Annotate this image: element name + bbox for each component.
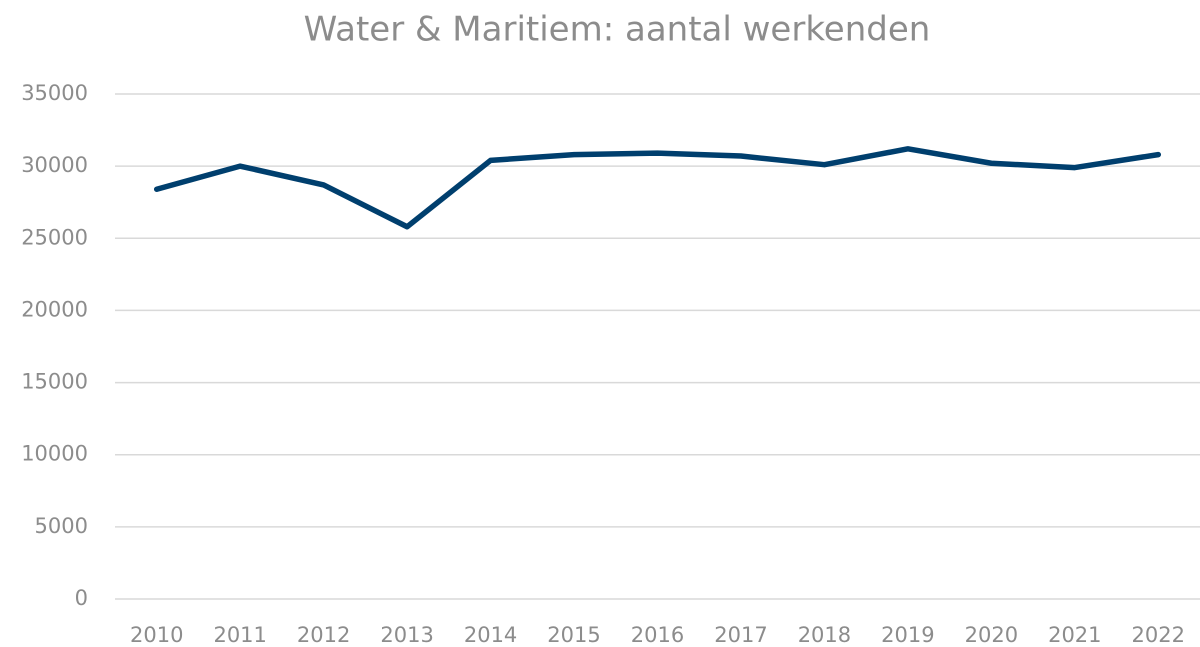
x-tick-label: 2018	[798, 623, 851, 647]
y-tick-label: 0	[75, 586, 88, 610]
y-tick-label: 20000	[21, 297, 88, 321]
x-tick-label: 2015	[547, 623, 600, 647]
x-tick-label: 2010	[130, 623, 183, 647]
x-tick-label: 2022	[1132, 623, 1185, 647]
y-tick-label: 5000	[35, 514, 88, 538]
x-tick-label: 2020	[965, 623, 1018, 647]
y-tick-label: 35000	[21, 81, 88, 105]
x-tick-label: 2017	[714, 623, 767, 647]
x-tick-label: 2011	[213, 623, 266, 647]
y-tick-label: 15000	[21, 370, 88, 394]
data-line	[153, 146, 1162, 230]
x-tick-label: 2016	[631, 623, 684, 647]
x-tick-label: 2013	[380, 623, 433, 647]
x-tick-label: 2014	[464, 623, 517, 647]
y-tick-label: 30000	[21, 153, 88, 177]
x-tick-label: 2019	[881, 623, 934, 647]
x-tick-label: 2021	[1048, 623, 1101, 647]
y-tick-label: 25000	[21, 225, 88, 249]
chart-title: Water & Maritiem: aantal werkenden	[304, 10, 931, 50]
y-tick-label: 10000	[21, 442, 88, 466]
x-tick-label: 2012	[297, 623, 350, 647]
